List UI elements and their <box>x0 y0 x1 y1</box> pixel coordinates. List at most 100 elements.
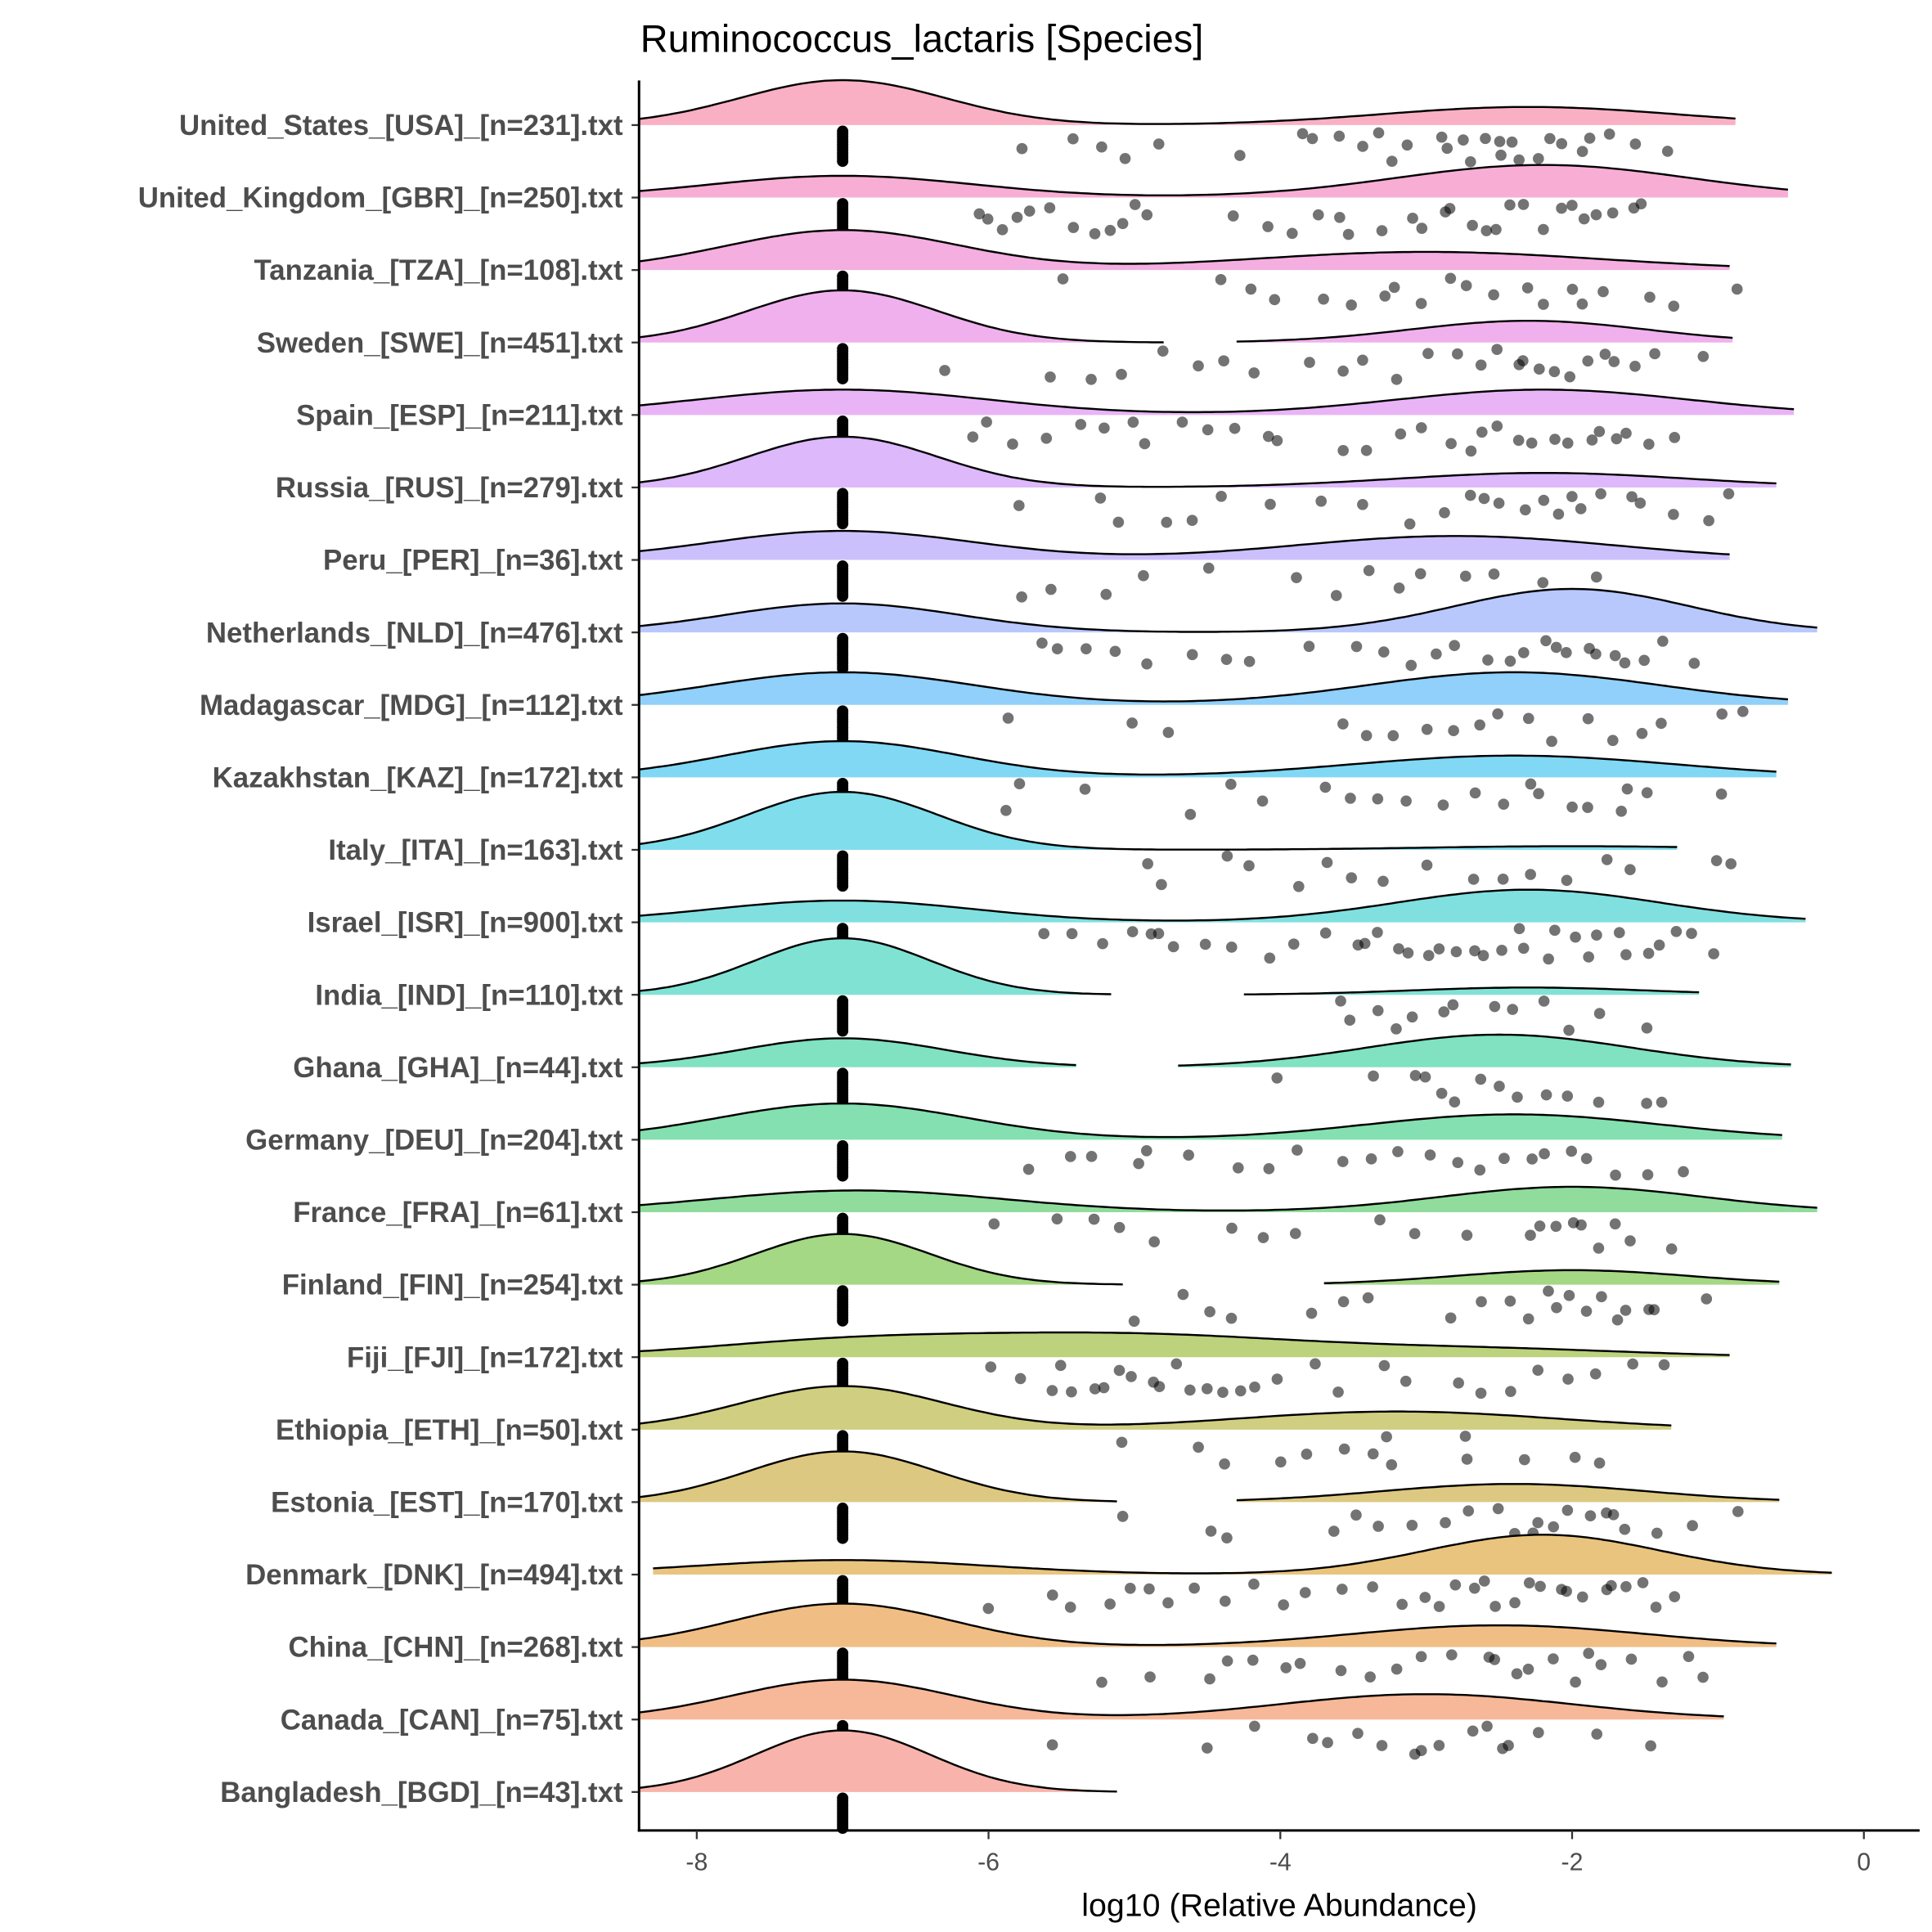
data-point <box>1620 1305 1632 1316</box>
ridge-group <box>638 1033 1791 1109</box>
y-tick-label: Fiji_[FJI]_[n=172].txt <box>347 1341 623 1373</box>
data-point <box>1606 1579 1617 1592</box>
data-point <box>1509 1597 1521 1609</box>
data-point <box>1687 1520 1698 1532</box>
data-point <box>1219 1458 1230 1470</box>
data-point <box>1372 1004 1384 1017</box>
density-line <box>638 1102 1782 1139</box>
data-point <box>1593 1096 1605 1108</box>
data-point <box>1374 1214 1386 1226</box>
data-point <box>1359 937 1371 950</box>
data-point <box>1360 730 1373 742</box>
data-point <box>1386 155 1398 168</box>
data-point <box>1156 878 1167 891</box>
data-point <box>1184 808 1197 820</box>
data-point <box>1433 943 1445 955</box>
data-point <box>1563 1024 1575 1036</box>
data-point <box>1668 509 1679 520</box>
data-point <box>1512 434 1525 447</box>
density-line <box>1178 1033 1791 1067</box>
data-point <box>1475 359 1487 371</box>
data-point <box>988 1218 1000 1230</box>
floor-point <box>837 1314 849 1327</box>
data-point <box>1064 1602 1076 1613</box>
data-point <box>1186 514 1198 527</box>
data-point <box>1561 874 1573 887</box>
density-line <box>1236 1483 1780 1502</box>
data-point <box>1478 492 1490 505</box>
data-point <box>1645 1740 1656 1752</box>
data-point <box>1436 1087 1448 1099</box>
data-point <box>1522 1313 1534 1325</box>
data-point <box>1381 1431 1392 1443</box>
data-point <box>1540 635 1552 647</box>
data-point <box>1556 202 1567 214</box>
data-point <box>1097 937 1108 950</box>
data-point <box>1532 1364 1544 1376</box>
ridge-group <box>638 671 1789 748</box>
data-point <box>1016 142 1028 155</box>
data-point <box>1312 209 1324 221</box>
density-line <box>638 1185 1817 1212</box>
data-point <box>1357 141 1368 152</box>
data-point <box>1406 1519 1418 1531</box>
data-point <box>1538 299 1549 310</box>
y-tick-label: Netherlands_[NLD]_[n=476].txt <box>206 617 623 649</box>
data-point <box>1177 1288 1189 1301</box>
data-point <box>1629 138 1642 150</box>
data-point <box>1458 134 1469 146</box>
ridge-group <box>638 1729 1117 1835</box>
data-point <box>1649 348 1660 360</box>
data-point <box>1686 928 1697 940</box>
y-tick-label: India_[IND]_[n=110].txt <box>315 979 623 1011</box>
y-tick-label: Germany_[DEU]_[n=204].txt <box>245 1125 623 1157</box>
data-point <box>1229 422 1241 434</box>
ridge-group <box>638 587 1817 675</box>
data-point <box>1566 491 1578 502</box>
data-point <box>1299 1587 1311 1598</box>
data-point <box>1477 950 1489 962</box>
data-point <box>1202 562 1215 574</box>
data-point <box>1624 864 1636 876</box>
data-point <box>1621 783 1633 795</box>
data-point <box>1715 789 1728 800</box>
density-fill <box>638 672 1788 705</box>
data-point <box>1333 130 1346 142</box>
x-axis-label: log10 (Relative Abundance) <box>1081 1887 1477 1923</box>
data-point <box>1013 500 1025 511</box>
density-line <box>638 937 1112 995</box>
data-point <box>1363 564 1375 577</box>
data-point <box>1289 1228 1301 1239</box>
data-point <box>1127 416 1139 428</box>
data-point <box>1089 1383 1101 1395</box>
y-tick-label: Madagascar_[MDG]_[n=112].txt <box>200 690 623 721</box>
data-point <box>1346 299 1357 311</box>
data-point <box>1162 1597 1174 1609</box>
data-point <box>1377 875 1389 887</box>
density-fill <box>638 1186 1817 1213</box>
data-point <box>1337 718 1349 730</box>
data-point <box>981 416 992 428</box>
data-point <box>1129 199 1141 210</box>
data-point <box>1590 648 1602 660</box>
density-fill <box>638 230 1730 271</box>
density-line <box>638 790 1678 851</box>
data-point <box>1626 491 1638 503</box>
data-point <box>1409 1070 1422 1081</box>
data-point <box>1453 1377 1464 1389</box>
data-point <box>1215 274 1227 285</box>
data-point <box>1391 373 1403 385</box>
data-point <box>1522 1663 1534 1675</box>
data-point <box>1116 368 1127 380</box>
data-point <box>1478 1575 1490 1587</box>
data-point <box>1257 1232 1269 1243</box>
ridge-group <box>638 1102 1782 1182</box>
density-line <box>638 1331 1730 1356</box>
data-point <box>1576 146 1588 158</box>
data-point <box>1377 646 1390 658</box>
data-point <box>1537 577 1549 589</box>
data-point <box>1422 950 1435 961</box>
data-point <box>1414 568 1427 580</box>
density-fill <box>1323 1269 1780 1285</box>
data-point <box>1561 1585 1572 1597</box>
